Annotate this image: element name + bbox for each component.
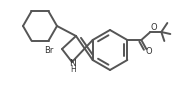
Text: Br: Br: [44, 45, 53, 54]
Text: N: N: [70, 60, 76, 69]
Text: H: H: [70, 65, 76, 74]
Text: O: O: [150, 24, 157, 32]
Text: O: O: [145, 46, 152, 56]
